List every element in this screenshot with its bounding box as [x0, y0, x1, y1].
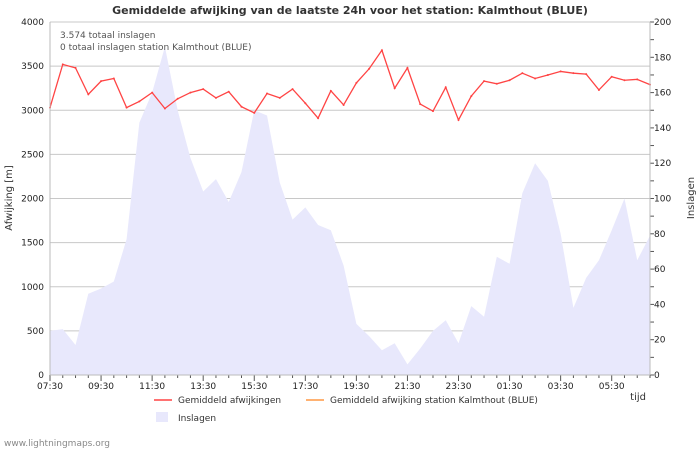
y2-tick-label: 0 — [654, 371, 660, 381]
afwijking-point — [406, 66, 409, 69]
afwijking-point — [61, 63, 64, 66]
afwijking-point — [100, 80, 103, 83]
afwijking-point — [431, 110, 434, 113]
chart-title: Gemiddelde afwijking van de laatste 24h … — [112, 4, 588, 17]
y-tick-label: 2500 — [21, 150, 44, 160]
afwijking-point — [227, 90, 230, 93]
afwijking-point — [278, 96, 281, 99]
y2-tick-label: 40 — [654, 300, 666, 310]
y2-tick-label: 200 — [654, 18, 671, 28]
y-tick-label: 4000 — [21, 18, 44, 28]
afwijking-point — [393, 87, 396, 90]
afwijking-point — [546, 73, 549, 76]
afwijking-point — [240, 105, 243, 108]
afwijking-point — [380, 49, 383, 52]
afwijking-point — [329, 89, 332, 92]
x-tick-label: 07:30 — [37, 382, 63, 392]
afwijking-point — [253, 111, 256, 114]
y2-tick-label: 140 — [654, 124, 671, 134]
afwijking-point — [368, 67, 371, 70]
legend-label-afwijkingen: Gemiddeld afwijkingen — [178, 396, 281, 406]
x-tick-label: 09:30 — [88, 382, 114, 392]
afwijking-point — [342, 103, 345, 106]
afwijking-point — [419, 103, 422, 106]
afwijking-point — [610, 75, 613, 78]
y-tick-label: 500 — [27, 327, 44, 337]
x-tick-label: 23:30 — [446, 382, 472, 392]
afwijking-point — [151, 91, 154, 94]
afwijking-point — [291, 88, 294, 91]
inslagen-area — [50, 46, 650, 376]
afwijking-point — [87, 93, 90, 96]
annotation-station: 0 totaal inslagen station Kalmthout (BLU… — [60, 43, 252, 53]
y2-tick-label: 100 — [654, 195, 671, 205]
afwijking-point — [470, 95, 473, 98]
afwijking-point — [483, 80, 486, 83]
afwijking-point — [317, 117, 320, 120]
x-axis-label: tijd — [630, 392, 646, 403]
y-tick-label: 2000 — [21, 195, 44, 205]
x-tick-label: 05:30 — [599, 382, 625, 392]
y-tick-label: 0 — [38, 371, 44, 381]
y2-axis-label: Inslagen — [686, 177, 697, 219]
afwijking-point — [163, 107, 166, 110]
afwijking-point — [355, 81, 358, 84]
afwijking-point — [266, 92, 269, 95]
afwijking-point — [636, 78, 639, 81]
afwijking-point — [189, 91, 192, 94]
afwijking-point — [495, 82, 498, 85]
afwijking-point — [572, 72, 575, 75]
x-tick-label: 21:30 — [394, 382, 420, 392]
y2-tick-label: 120 — [654, 159, 671, 169]
afwijking-point — [444, 86, 447, 89]
annotation-total: 3.574 totaal inslagen — [60, 31, 155, 41]
afwijking-point — [585, 73, 588, 76]
x-tick-label: 15:30 — [241, 382, 267, 392]
y2-tick-label: 180 — [654, 53, 671, 63]
x-tick-label: 13:30 — [190, 382, 216, 392]
y2-tick-label: 20 — [654, 336, 666, 346]
y2-tick-label: 80 — [654, 230, 666, 240]
afwijking-point — [176, 97, 179, 100]
legend-label-station: Gemiddeld afwijking station Kalmthout (B… — [330, 396, 538, 406]
y-tick-label: 1500 — [21, 239, 44, 249]
afwijking-point — [138, 100, 141, 103]
legend-label-inslagen: Inslagen — [178, 414, 216, 424]
afwijking-point — [304, 102, 307, 105]
afwijking-point — [508, 79, 511, 82]
x-tick-label: 19:30 — [343, 382, 369, 392]
y-axis-label: Afwijking [m] — [4, 165, 15, 231]
afwijking-point — [534, 77, 537, 80]
afwijking-point — [74, 66, 77, 69]
x-tick-label: 17:30 — [292, 382, 318, 392]
afwijking-point — [597, 88, 600, 91]
afwijking-point — [214, 96, 217, 99]
legend-swatch-inslagen — [156, 412, 168, 422]
afwijking-point — [623, 79, 626, 82]
y2-tick-label: 60 — [654, 265, 666, 275]
footer-link[interactable]: www.lightningmaps.org — [4, 439, 110, 449]
afwijking-point — [521, 72, 524, 75]
afwijking-point — [202, 88, 205, 91]
afwijking-point — [125, 106, 128, 109]
afwijking-point — [112, 77, 115, 80]
afwijking-point — [457, 118, 460, 121]
afwijking-line — [49, 48, 651, 122]
x-tick-label: 03:30 — [548, 382, 574, 392]
x-tick-label: 01:30 — [497, 382, 523, 392]
x-tick-label: 11:30 — [139, 382, 165, 392]
y-tick-label: 1000 — [21, 283, 44, 293]
afwijking-point — [559, 70, 562, 73]
y-tick-label: 3500 — [21, 62, 44, 72]
y2-tick-label: 160 — [654, 89, 671, 99]
y-tick-label: 3000 — [21, 106, 44, 116]
